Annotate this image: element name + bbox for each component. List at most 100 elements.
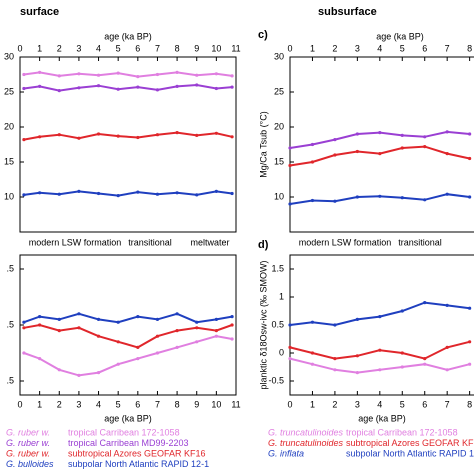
data-point <box>155 317 160 321</box>
x-tick-label: 2 <box>57 399 62 409</box>
y-axis-label: Mg/Ca Tsub (°C) <box>258 111 268 177</box>
x-tick-label: 1 <box>37 43 42 53</box>
x-tick-label: 0 <box>287 43 292 53</box>
data-point <box>116 87 120 91</box>
x-tick-label: 10 <box>211 43 221 53</box>
data-point <box>230 323 234 327</box>
x-tick-label: 6 <box>135 399 140 409</box>
data-point <box>38 191 42 195</box>
legend-site: tropical Carribean 172-1058 <box>68 427 180 437</box>
y-tick-label: -0.5 <box>268 375 284 385</box>
phase-label: meltwater <box>190 237 229 247</box>
y-tick-label: .5 <box>6 263 14 273</box>
x-tick-label: 8 <box>175 43 180 53</box>
data-point <box>116 134 120 138</box>
x-tick-label: 9 <box>194 43 199 53</box>
y-tick-label: .5 <box>6 319 14 329</box>
y-tick-label: 25 <box>4 86 14 96</box>
x-tick-label: 1 <box>37 399 42 409</box>
data-point <box>445 130 449 134</box>
data-point <box>116 320 120 324</box>
y-tick-label: 1.5 <box>271 263 284 273</box>
data-point <box>195 73 199 77</box>
series-line <box>23 190 233 197</box>
data-point <box>214 131 218 135</box>
data-point <box>57 74 61 78</box>
data-point <box>175 70 179 74</box>
data-point <box>77 86 81 90</box>
data-point <box>38 84 42 88</box>
legend-species: G. ruber w. <box>6 427 50 437</box>
data-point <box>214 189 218 193</box>
data-point <box>57 89 61 93</box>
data-point <box>288 345 292 349</box>
data-point <box>310 142 315 147</box>
data-point <box>155 133 160 137</box>
legend-site: subpolar North Atlantic RAPID 12-1 <box>68 459 209 469</box>
data-point <box>355 149 359 154</box>
data-point <box>195 326 199 330</box>
data-point <box>230 135 234 139</box>
y-tick-label: 30 <box>4 51 14 61</box>
data-point <box>378 368 382 372</box>
data-point <box>136 357 140 361</box>
x-tick-label: 2 <box>332 43 337 53</box>
data-point <box>57 329 61 333</box>
phase-label: modern LSW formation <box>29 237 122 247</box>
x-tick-label: 0 <box>287 399 292 409</box>
data-point <box>38 135 42 139</box>
data-point <box>175 131 179 135</box>
x-tick-label: 4 <box>96 43 101 53</box>
phase-label: modern LSW formation <box>299 237 392 247</box>
data-point <box>195 320 199 324</box>
data-point <box>116 340 120 344</box>
data-point <box>288 146 292 150</box>
data-point <box>22 138 26 142</box>
data-point <box>400 196 404 200</box>
y-tick-label: 30 <box>274 51 284 61</box>
y-tick-label: 20 <box>274 121 284 131</box>
panel-title: subsurface <box>318 6 377 18</box>
data-point <box>445 152 449 156</box>
data-point <box>175 329 179 333</box>
legend-species: G. ruber w. <box>6 438 50 448</box>
data-point <box>400 146 404 150</box>
y-tick-label: 10 <box>4 191 14 201</box>
data-point <box>155 351 160 355</box>
data-point <box>77 326 81 330</box>
data-point <box>400 351 404 355</box>
data-point <box>136 345 140 349</box>
legend-site: subtropical Azores GEOFAR KF16 <box>346 438 474 448</box>
data-point <box>445 303 449 307</box>
series-line <box>23 335 233 377</box>
data-point <box>38 70 42 74</box>
data-point <box>355 317 359 321</box>
data-point <box>400 365 404 369</box>
x-tick-label: 0 <box>17 43 22 53</box>
y-tick-label: 25 <box>274 86 284 96</box>
x-tick-label: 5 <box>116 43 121 53</box>
data-point <box>57 317 61 321</box>
y-tick-label: .5 <box>6 375 14 385</box>
data-point <box>230 315 234 319</box>
data-point <box>333 368 337 372</box>
x-tick-label: 7 <box>155 43 160 53</box>
series-line <box>23 323 233 349</box>
data-point <box>310 351 315 355</box>
data-point <box>310 320 315 324</box>
data-point <box>288 323 292 327</box>
data-point <box>136 190 140 194</box>
series-line <box>23 312 233 324</box>
data-point <box>378 315 382 319</box>
data-point <box>38 357 42 361</box>
x-tick-label: 6 <box>422 399 427 409</box>
y-axis-label: planktic δ18Osw-ivc (‰ SMOW) <box>258 260 268 389</box>
data-point <box>355 132 359 136</box>
x-tick-label: 11 <box>231 399 240 409</box>
x-tick-label: 4 <box>377 399 382 409</box>
data-point <box>77 72 81 76</box>
x-tick-label: 3 <box>355 43 360 53</box>
data-point <box>77 189 81 193</box>
data-point <box>333 357 337 361</box>
data-point <box>195 193 199 197</box>
